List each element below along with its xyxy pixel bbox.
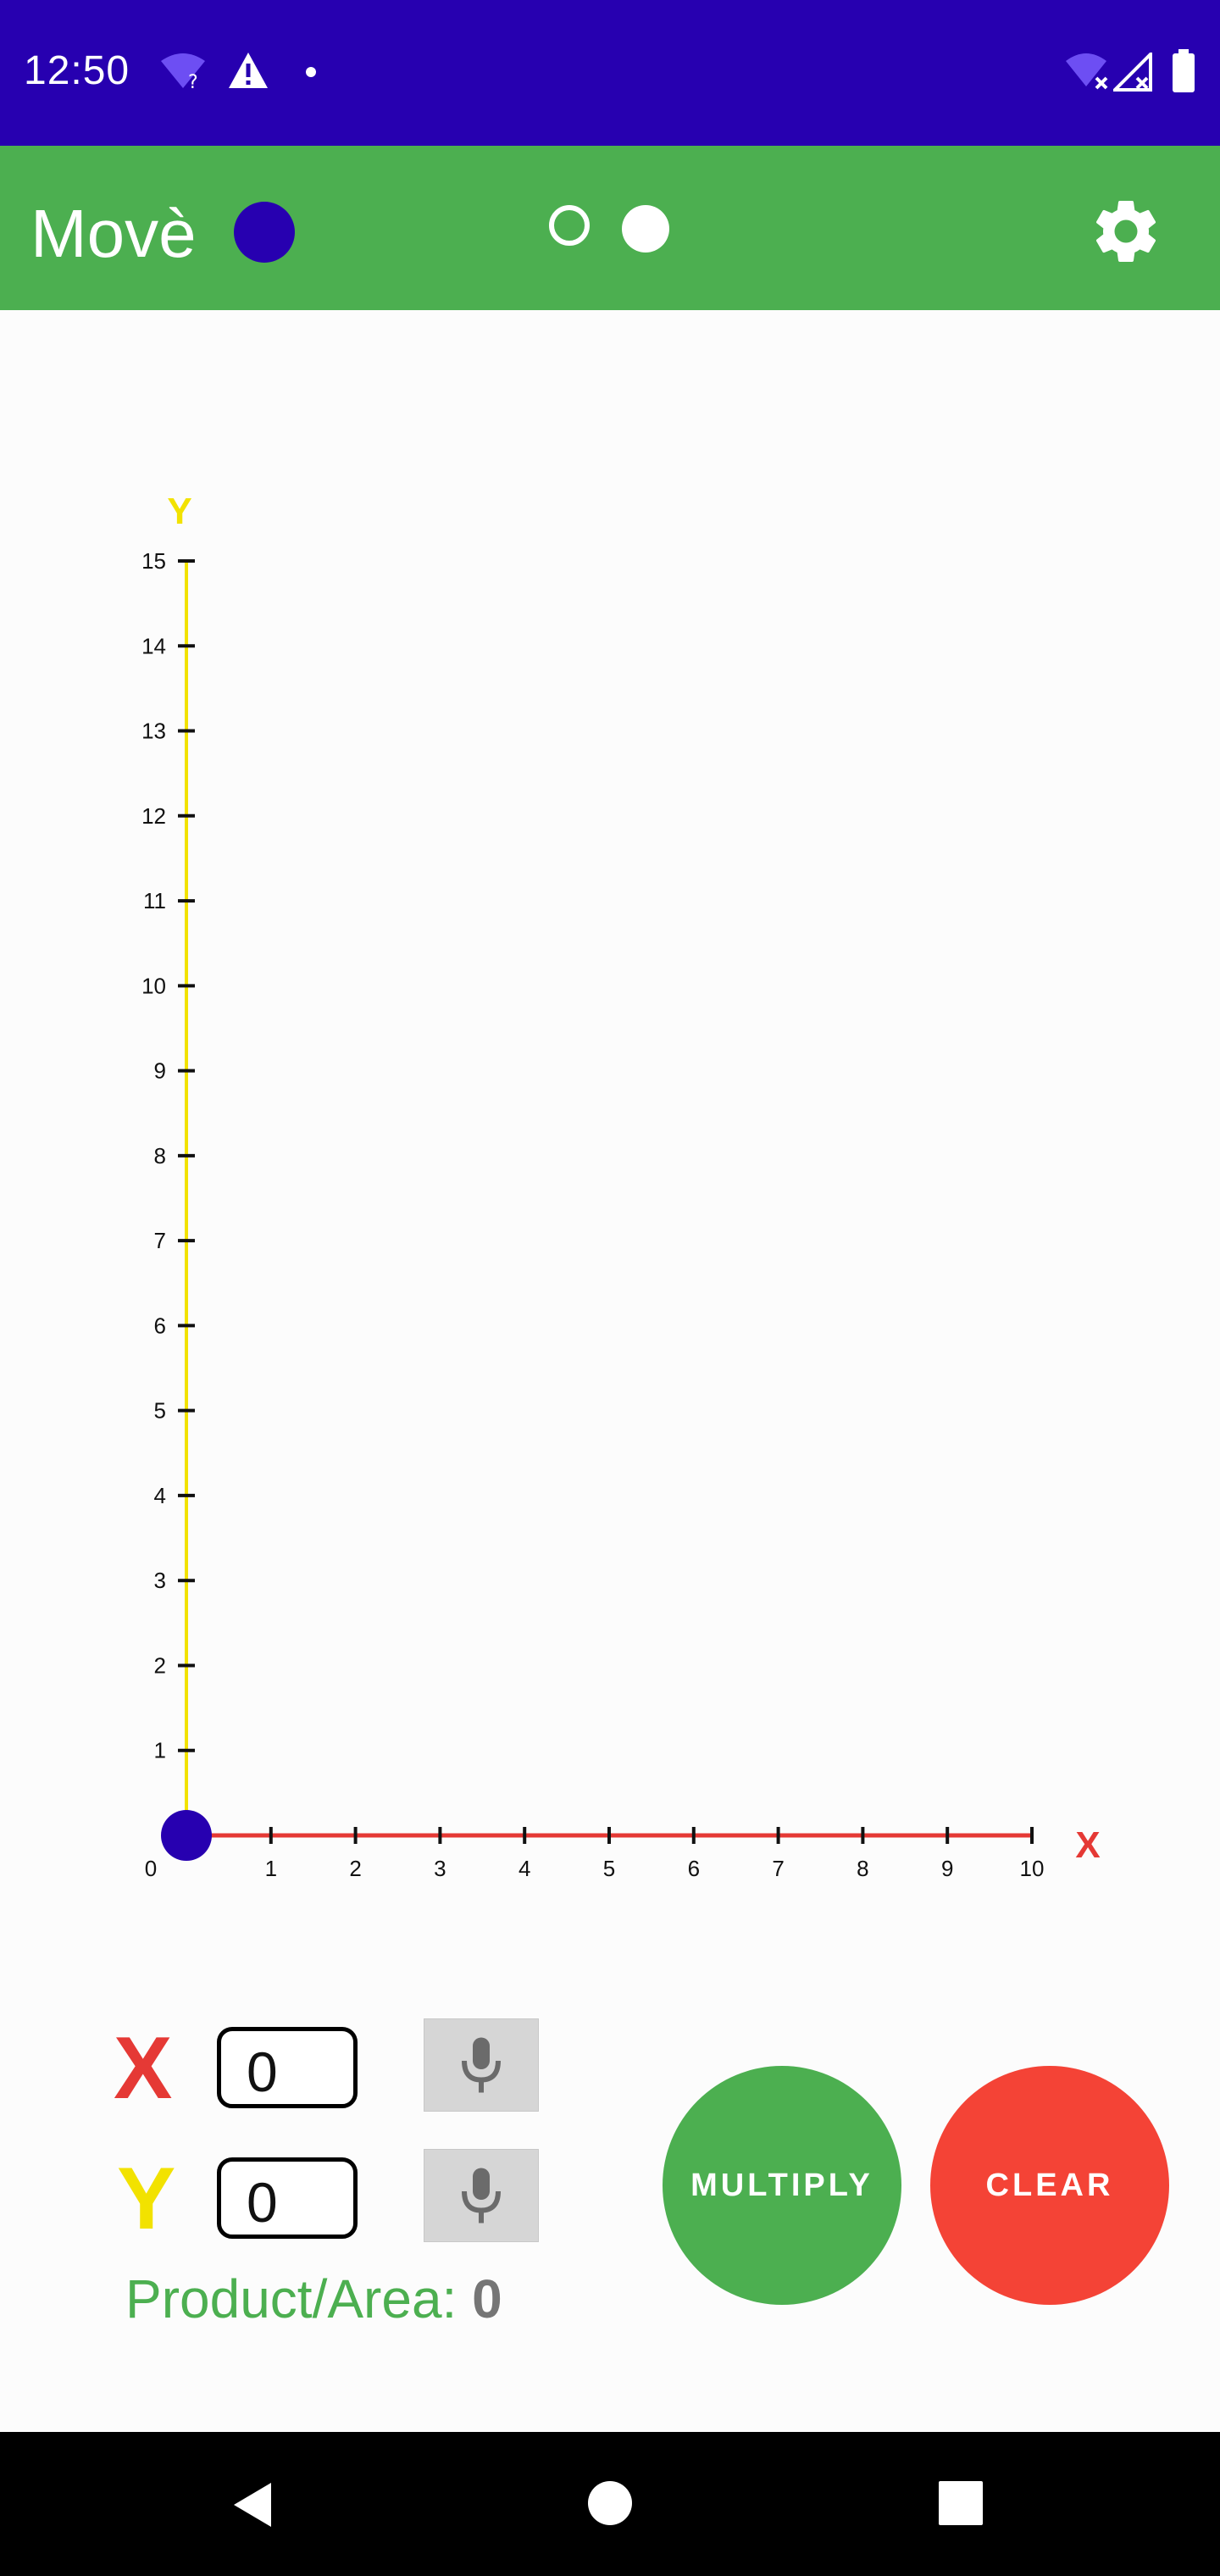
navigation-bar — [0, 2432, 1220, 2576]
signal-off-icon — [1113, 53, 1152, 92]
x-tick-label: 4 — [518, 1856, 530, 1881]
x-tick-label: 10 — [1020, 1856, 1045, 1881]
title-dot — [234, 202, 295, 263]
x-tick-label: 2 — [349, 1856, 361, 1881]
microphone-icon — [462, 2168, 501, 2223]
status-bar: 12:50 ? — [0, 0, 1220, 146]
y-label: Y — [117, 2150, 176, 2248]
x-tick-label: 6 — [688, 1856, 700, 1881]
gear-icon — [1095, 200, 1156, 262]
y-tick-label: 6 — [154, 1313, 166, 1338]
y-tick-label: 7 — [154, 1228, 166, 1253]
y-mic-button[interactable] — [424, 2149, 539, 2242]
page-indicator-active[interactable] — [622, 205, 669, 253]
clear-button[interactable]: CLEAR — [930, 2066, 1169, 2305]
product-area-readout: Product/Area: 0 — [125, 2268, 502, 2330]
warning-icon — [229, 53, 268, 88]
x-tick-label: 9 — [941, 1856, 953, 1881]
x-tick-label: 1 — [265, 1856, 277, 1881]
y-tick-label: 2 — [154, 1652, 166, 1678]
app-title: Movè — [30, 196, 197, 271]
wifi-question-icon: ? — [161, 53, 205, 90]
y-tick-label: 5 — [154, 1398, 166, 1424]
home-icon[interactable] — [586, 2479, 634, 2527]
app-bar: Movè — [0, 146, 1220, 310]
y-axis-title: Y — [167, 491, 191, 532]
y-tick-label: 3 — [154, 1568, 166, 1593]
x-tick-label: 7 — [772, 1856, 784, 1881]
wifi-off-icon — [1066, 53, 1108, 90]
y-tick-label: 14 — [141, 633, 166, 658]
y-input[interactable]: 0 — [217, 2157, 358, 2239]
x-input[interactable]: 0 — [217, 2027, 358, 2108]
page-indicator-inactive[interactable] — [549, 205, 590, 246]
y-tick-label: 11 — [143, 888, 166, 913]
x-mic-button[interactable] — [424, 2018, 539, 2112]
microphone-icon — [462, 2037, 501, 2093]
settings-button[interactable] — [1088, 193, 1164, 269]
x-axis-title: X — [1075, 1824, 1100, 1866]
notification-dot-icon — [306, 67, 316, 77]
y-tick-label: 9 — [154, 1058, 166, 1084]
x-tick-label: 5 — [603, 1856, 615, 1881]
y-tick-label: 10 — [141, 973, 166, 998]
y-tick-label: 4 — [154, 1483, 166, 1508]
recents-icon[interactable] — [939, 2481, 983, 2525]
y-tick-label: 12 — [141, 803, 166, 829]
back-icon[interactable] — [229, 2479, 276, 2530]
multiply-button[interactable]: MULTIPLY — [663, 2066, 901, 2305]
y-tick-label: 15 — [141, 548, 166, 574]
y-tick-label: 8 — [154, 1143, 166, 1169]
x-tick-label: 3 — [434, 1856, 446, 1881]
product-label: Product/Area: — [125, 2268, 458, 2329]
product-value: 0 — [472, 2268, 502, 2329]
y-tick-label: 1 — [154, 1738, 166, 1763]
plot-point[interactable] — [161, 1810, 212, 1861]
svg-text:?: ? — [188, 72, 198, 90]
x-tick-label: 8 — [857, 1856, 868, 1881]
status-time: 12:50 — [24, 48, 130, 93]
battery-icon — [1173, 49, 1195, 92]
x-tick-label: 0 — [145, 1856, 157, 1881]
y-tick-label: 13 — [141, 719, 166, 744]
x-label: X — [114, 2019, 173, 2118]
